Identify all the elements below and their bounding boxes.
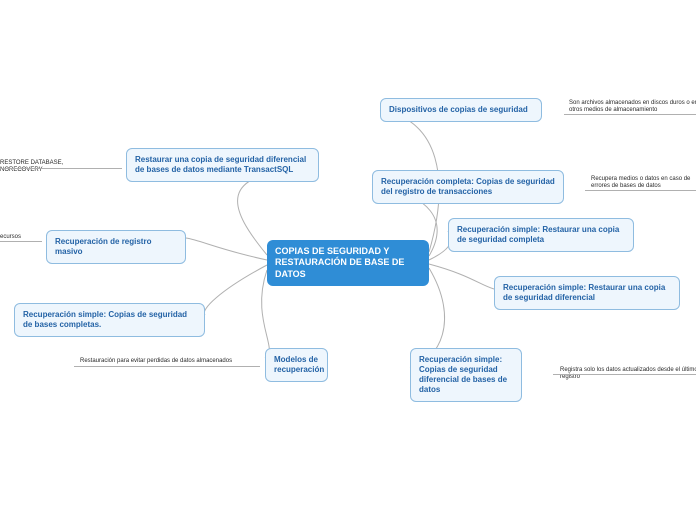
branch-simple-copias-diff[interactable]: Recuperación simple: Copias de seguridad… [410, 348, 522, 402]
branch-modelos[interactable]: Modelos de recuperación [265, 348, 328, 382]
branch-simple-copias-completas[interactable]: Recuperación simple: Copias de seguridad… [14, 303, 205, 337]
note-line [564, 114, 696, 115]
note-line [585, 190, 696, 191]
note-restauracion-evitar: Restauración para evitar perdidas de dat… [80, 358, 240, 365]
note-recupera-medios: Recupera medios o datos en caso de error… [591, 176, 696, 190]
branch-restaurar-diff-tsql[interactable]: Restaurar una copia de seguridad diferen… [126, 148, 319, 182]
note-line [553, 374, 696, 375]
note-line [0, 241, 42, 242]
branch-recup-masivo[interactable]: Recuperación de registro masivo [46, 230, 186, 264]
branch-simple-restaurar-diff[interactable]: Recuperación simple: Restaurar una copia… [494, 276, 680, 310]
branch-dispositivos[interactable]: Dispositivos de copias de seguridad [380, 98, 542, 122]
central-node[interactable]: COPIAS DE SEGURIDAD Y RESTAURACIÓN DE BA… [267, 240, 429, 286]
note-line [0, 168, 122, 169]
note-archivos-disco: Son archivos almacenados en discos duros… [569, 100, 696, 114]
branch-simple-restaurar-completa[interactable]: Recuperación simple: Restaurar una copia… [448, 218, 634, 252]
branch-recup-completa-log[interactable]: Recuperación completa: Copias de segurid… [372, 170, 564, 204]
note-line [74, 366, 260, 367]
